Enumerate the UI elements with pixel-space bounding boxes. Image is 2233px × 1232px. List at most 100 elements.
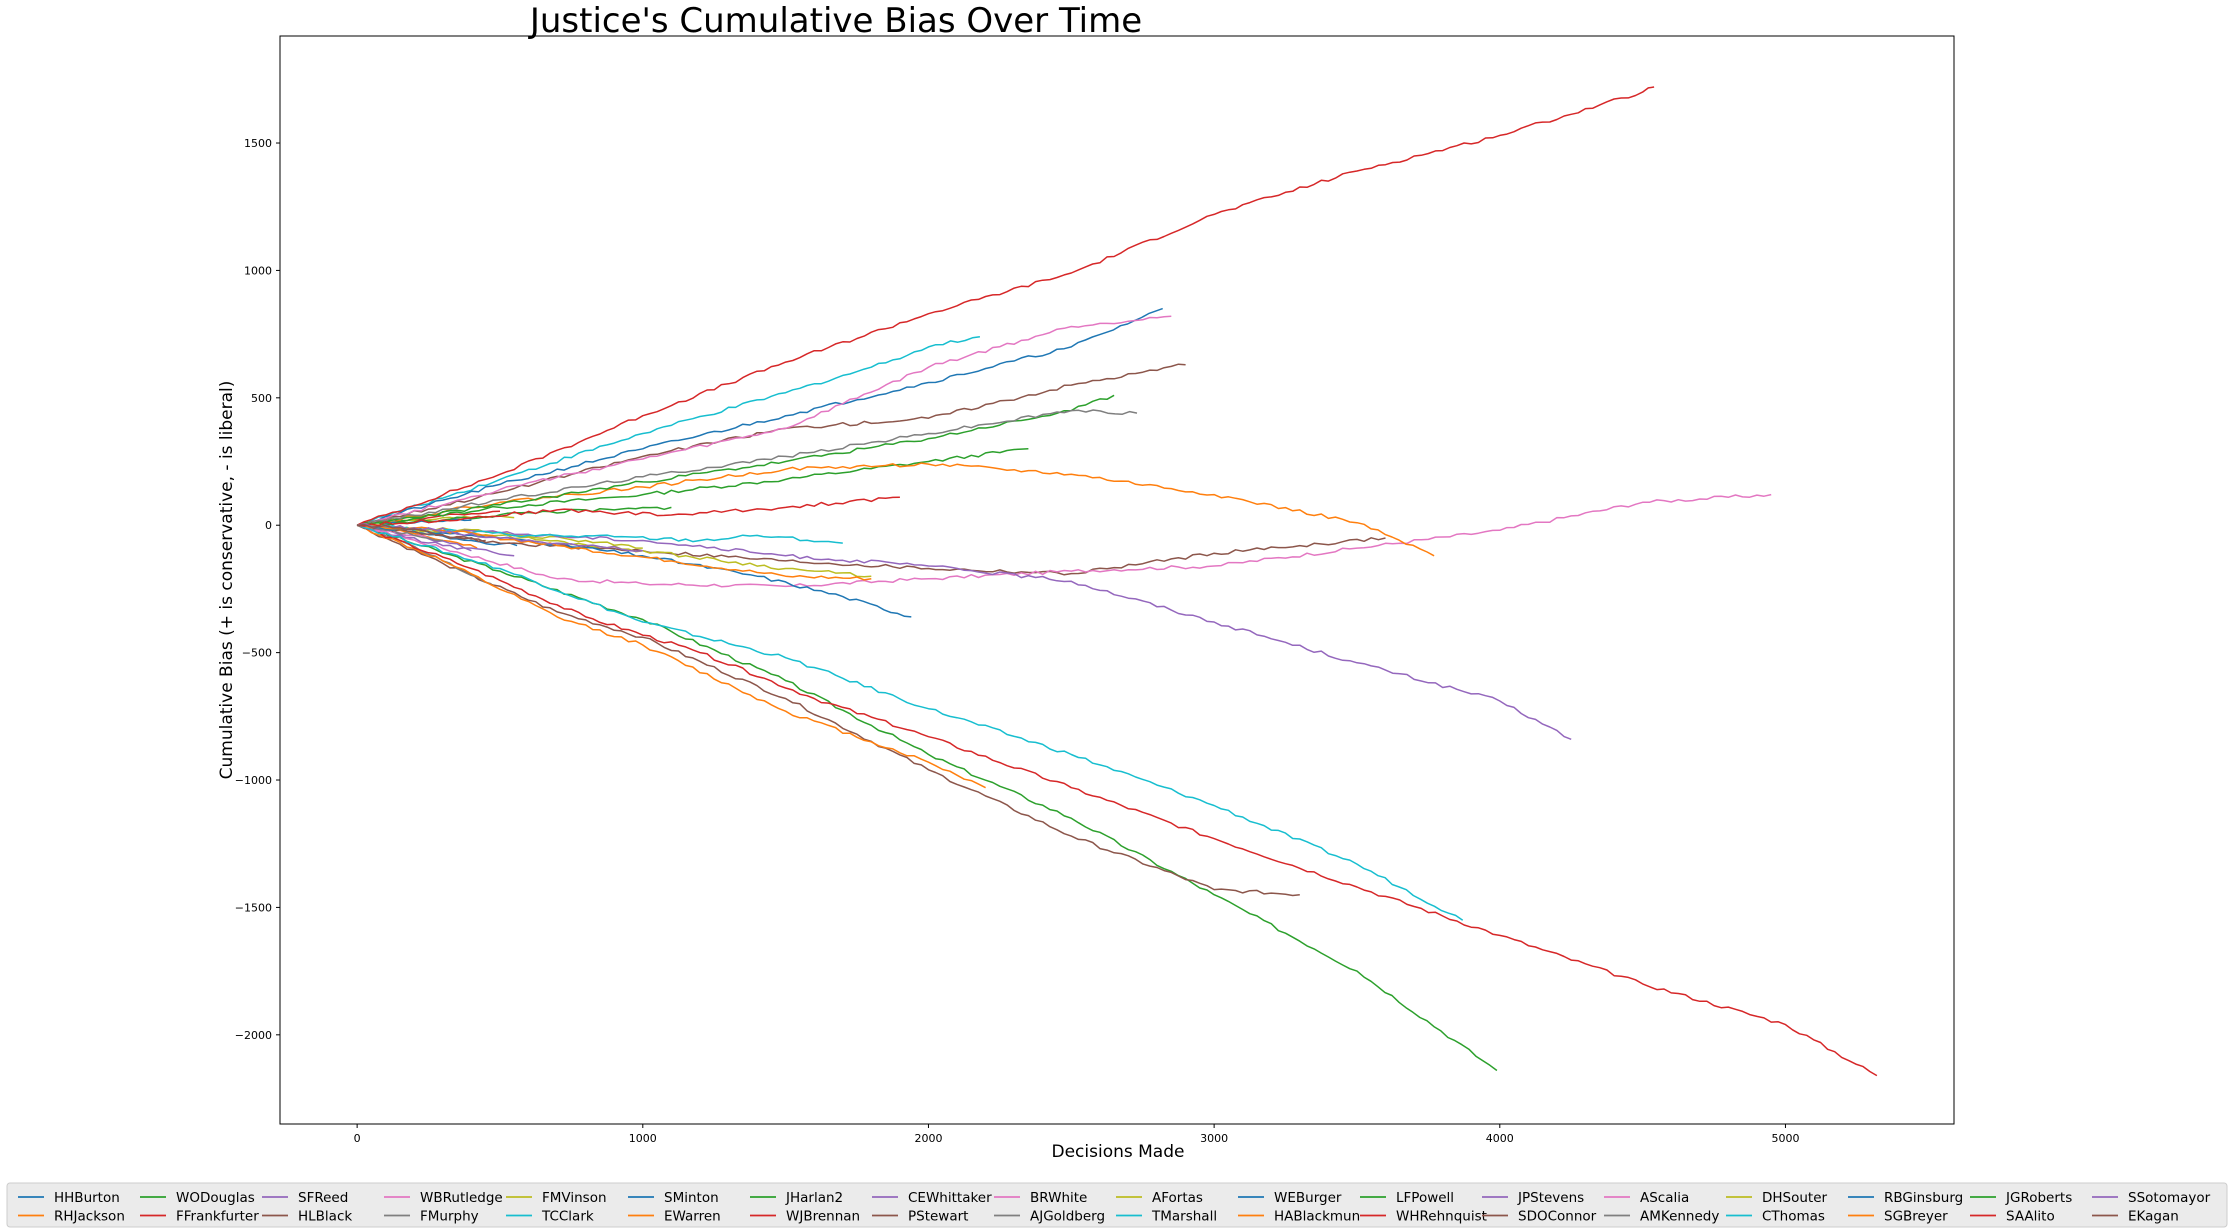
- legend-item-rhjackson: RHJackson: [18, 1209, 125, 1225]
- legend-label: EKagan: [2128, 1209, 2179, 1225]
- legend-item-saalito: SAAlito: [1970, 1209, 2055, 1225]
- series-line-ascalia: [356, 315, 1172, 526]
- legend-label: AFortas: [1152, 1190, 1203, 1206]
- legend-item-lfpowell: LFPowell: [1360, 1190, 1454, 1206]
- legend-label: CThomas: [1762, 1209, 1825, 1225]
- series-line-ewarren: [356, 524, 986, 789]
- series-line-wodouglas: [356, 524, 1498, 1072]
- legend-frame: [6, 1182, 2228, 1228]
- series-line-lfpowell: [356, 394, 1115, 526]
- legend-label: HHBurton: [54, 1190, 120, 1206]
- y-tick-label: 1000: [244, 264, 272, 277]
- legend-label: DHSouter: [1762, 1190, 1828, 1206]
- legend-label: RHJackson: [54, 1209, 125, 1225]
- legend-label: BRWhite: [1030, 1190, 1087, 1206]
- x-axis: 0 1000 2000 3000 4000 5000: [354, 1124, 1799, 1145]
- legend-item-wodouglas: WODouglas: [140, 1190, 255, 1206]
- legend-item-amkennedy: AMKennedy: [1604, 1209, 1719, 1225]
- series-line-brwhite: [357, 493, 1772, 588]
- legend-label: FMVinson: [542, 1190, 607, 1206]
- series-line-tmarshall: [356, 524, 1464, 921]
- y-axis: −2000 −1500 −1000 −500 0 500 1000 1500: [235, 137, 280, 1042]
- series-line-sdoconnor: [356, 363, 1186, 526]
- x-tick-label: 3000: [1200, 1132, 1228, 1145]
- legend-label: EWarren: [664, 1209, 721, 1225]
- legend-item-hlblack: HLBlack: [262, 1209, 352, 1225]
- legend-label: AScalia: [1640, 1190, 1689, 1206]
- legend-label: SAAlito: [2006, 1209, 2055, 1225]
- y-tick-label: −1500: [235, 901, 272, 914]
- series-line-tcclark: [357, 335, 981, 526]
- legend-label: JGRoberts: [2005, 1190, 2072, 1206]
- legend-item-ffrankfurter: FFrankfurter: [140, 1209, 259, 1225]
- series-line-jharlan2: [356, 448, 1029, 526]
- legend-item-cthomas: CThomas: [1726, 1209, 1825, 1225]
- x-tick-label: 5000: [1771, 1132, 1799, 1145]
- y-tick-label: −1000: [235, 774, 272, 787]
- legend-label: WEBurger: [1274, 1190, 1342, 1206]
- legend-item-ekagan: EKagan: [2092, 1209, 2179, 1225]
- x-tick-label: 1000: [629, 1132, 657, 1145]
- legend-label: JPStevens: [1517, 1190, 1584, 1206]
- legend-label: HABlackmun: [1274, 1209, 1360, 1225]
- y-tick-label: 0: [265, 519, 272, 532]
- series-line-weburger: [356, 307, 1163, 526]
- legend-item-ewarren: EWarren: [628, 1209, 721, 1225]
- y-tick-label: −500: [242, 647, 272, 660]
- legend-item-fmvinson: FMVinson: [506, 1190, 607, 1206]
- legend-label: WJBrennan: [786, 1209, 860, 1225]
- legend-label: RBGinsburg: [1884, 1190, 1963, 1206]
- series-line-sgbreyer: [357, 524, 872, 581]
- legend-label: FMurphy: [420, 1209, 479, 1225]
- chart-title: Justice's Cumulative Bias Over Time: [528, 1, 1142, 41]
- legend-label: FFrankfurter: [176, 1209, 259, 1225]
- legend-label: SGBreyer: [1884, 1209, 1948, 1225]
- legend-item-ssotomayor: SSotomayor: [2092, 1190, 2211, 1206]
- legend-item-hablackmun: HABlackmun: [1238, 1209, 1360, 1225]
- legend-item-brwhite: BRWhite: [994, 1190, 1087, 1206]
- legend-item-rbginsburg: RBGinsburg: [1848, 1190, 1963, 1206]
- legend-label: JHarlan2: [785, 1190, 843, 1206]
- legend-label: CEWhittaker: [908, 1190, 992, 1206]
- y-tick-label: 500: [251, 392, 272, 405]
- legend-item-weburger: WEBurger: [1238, 1190, 1342, 1206]
- legend-item-jgroberts: JGRoberts: [1970, 1190, 2072, 1206]
- legend-item-tcclark: TCClark: [506, 1209, 594, 1225]
- y-tick-label: 1500: [244, 137, 272, 150]
- series-line-ssotomayor: [356, 523, 643, 552]
- legend-label: HLBlack: [298, 1209, 352, 1225]
- series-line-jpstevens: [357, 524, 1572, 741]
- x-axis-label: Decisions Made: [1052, 1142, 1185, 1162]
- legend-label: AJGoldberg: [1030, 1209, 1105, 1225]
- legend-label: WBRutledge: [420, 1190, 503, 1206]
- legend-item-afortas: AFortas: [1116, 1190, 1203, 1206]
- legend-label: SDOConnor: [1518, 1209, 1597, 1225]
- legend-item-sminton: SMinton: [628, 1190, 719, 1206]
- series-line-hlblack: [356, 524, 1300, 897]
- legend-item-jharlan2: JHarlan2: [750, 1190, 843, 1206]
- legend-label: TMarshall: [1151, 1209, 1217, 1225]
- legend-item-sgbreyer: SGBreyer: [1848, 1209, 1948, 1225]
- y-axis-label: Cumulative Bias (+ is conservative, - is…: [217, 381, 237, 780]
- legend-label: AMKennedy: [1640, 1209, 1719, 1225]
- legend-item-dhsouter: DHSouter: [1726, 1190, 1828, 1206]
- series-line-whrehnquist: [356, 86, 1655, 526]
- legend-label: WHRehnquist: [1396, 1209, 1487, 1225]
- legend-item-ascalia: AScalia: [1604, 1190, 1689, 1206]
- legend-item-tmarshall: TMarshall: [1116, 1209, 1217, 1225]
- legend-item-wbrutledge: WBRutledge: [384, 1190, 503, 1206]
- series-line-wjbrennan: [356, 524, 1878, 1077]
- series-layer: [356, 86, 1878, 1077]
- legend-item-sfreed: SFReed: [262, 1190, 348, 1206]
- legend-label: SSotomayor: [2128, 1190, 2211, 1206]
- series-line-pstewart: [356, 524, 1386, 576]
- x-tick-label: 2000: [914, 1132, 942, 1145]
- legend-item-sdoconnor: SDOConnor: [1482, 1209, 1597, 1225]
- legend-label: LFPowell: [1396, 1190, 1454, 1206]
- legend-label: PStewart: [908, 1209, 968, 1225]
- legend-item-fmurphy: FMurphy: [384, 1209, 479, 1225]
- series-line-ekagan: [357, 523, 486, 542]
- legend-item-whrehnquist: WHRehnquist: [1360, 1209, 1487, 1225]
- legend-label: TCClark: [541, 1209, 594, 1225]
